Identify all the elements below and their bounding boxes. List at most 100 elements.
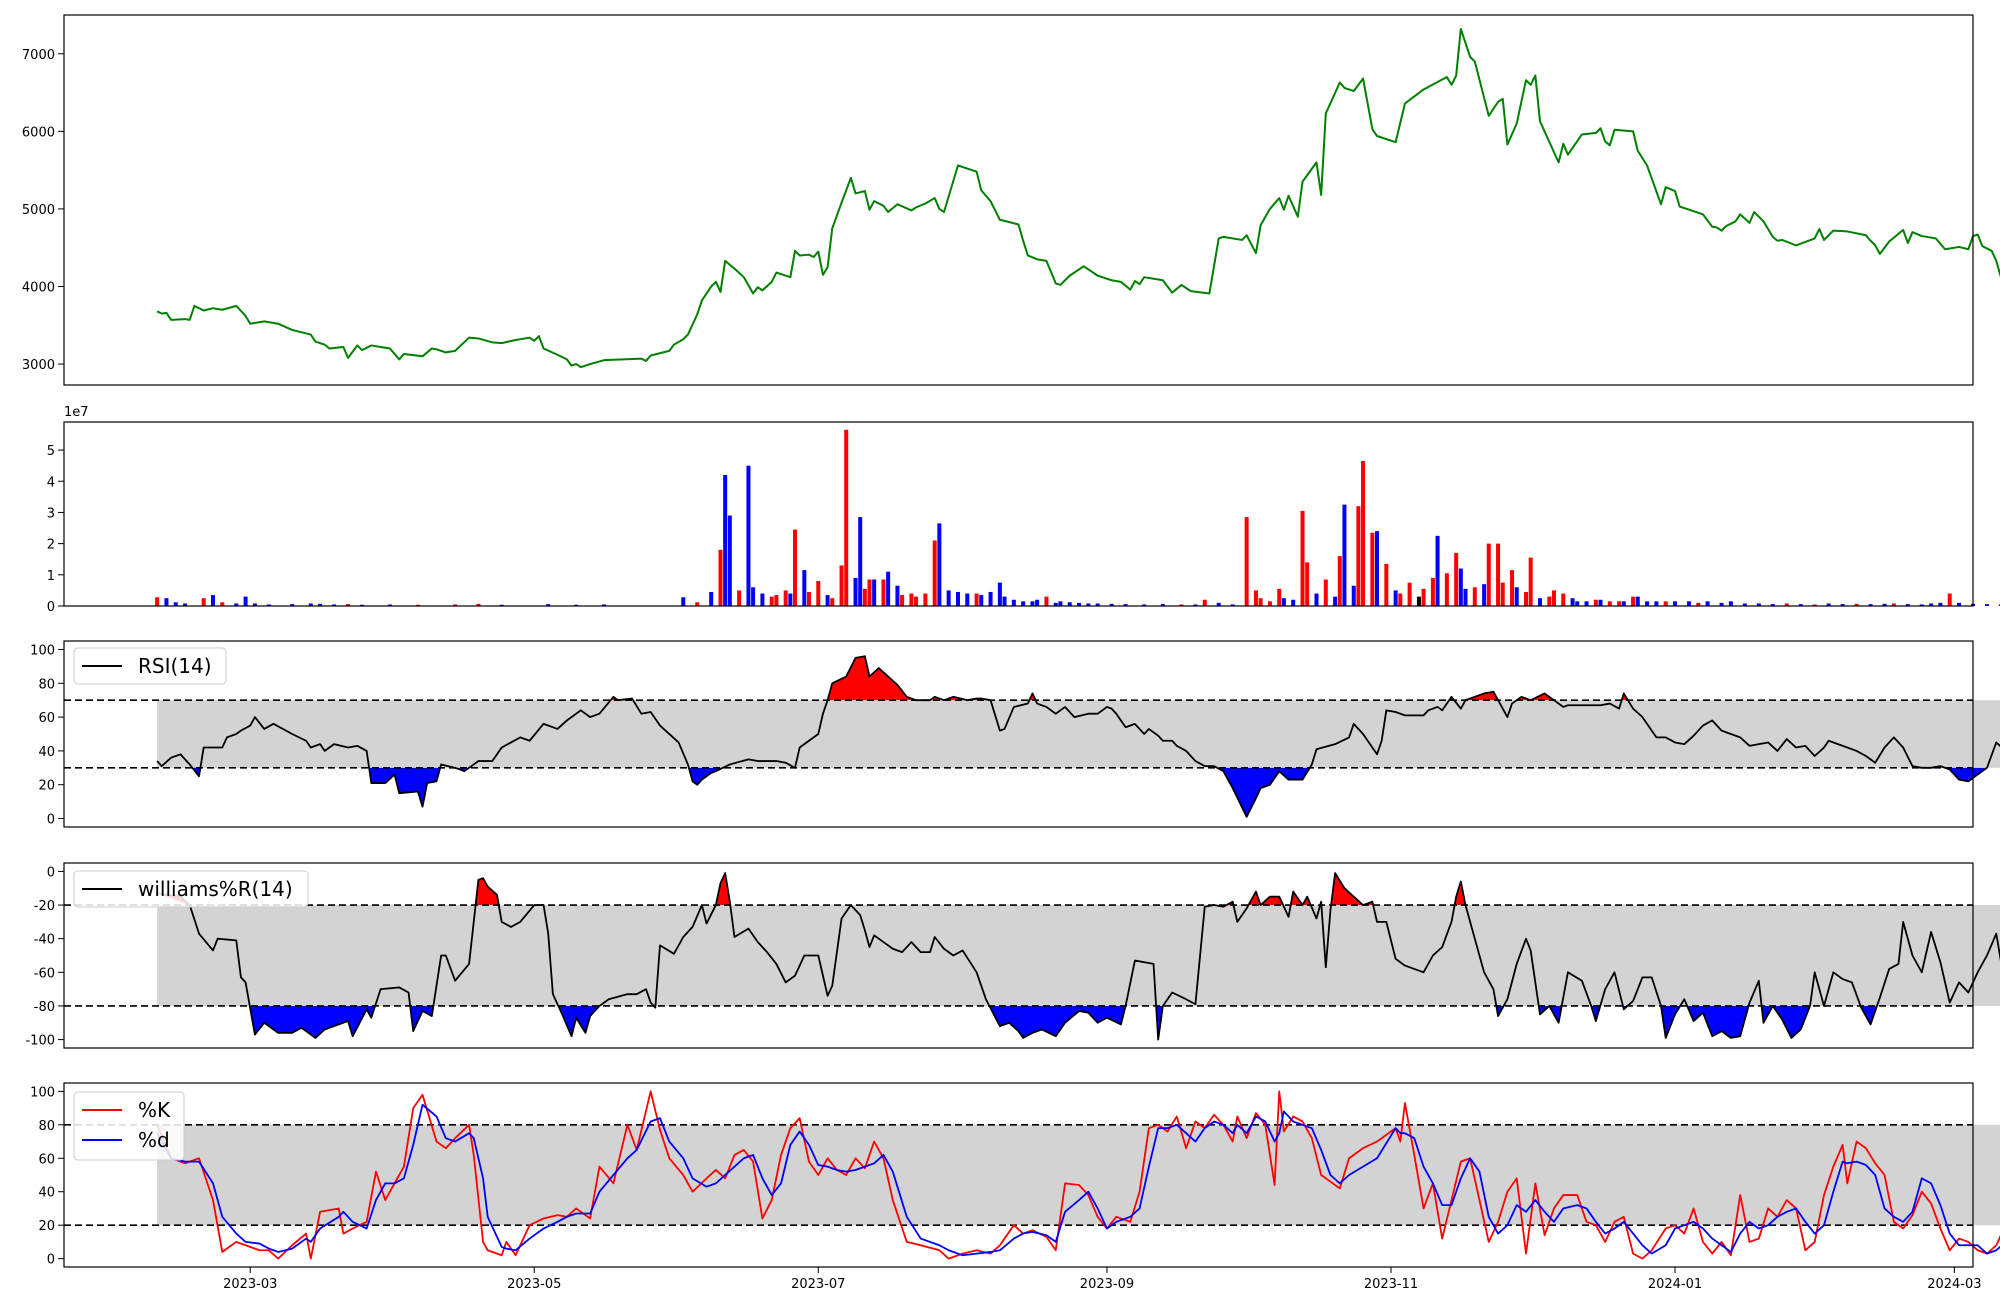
volume-bar — [1253, 590, 1258, 606]
volume-bar — [1058, 601, 1063, 606]
volume-bar — [1984, 604, 1989, 606]
volume-bar — [453, 604, 458, 606]
volume-bar — [1179, 604, 1184, 606]
price-ytick-label: 7000 — [22, 48, 55, 63]
volume-bar — [1407, 582, 1412, 606]
volume-bar — [1472, 587, 1477, 606]
volume-bar — [1160, 604, 1165, 606]
volume-bar — [155, 597, 160, 606]
date-xtick-label: 2023-11 — [1364, 1277, 1418, 1292]
volume-bar — [1631, 596, 1636, 606]
volume-bar — [1095, 603, 1100, 606]
volume-bar — [1547, 596, 1552, 606]
volume-bar — [723, 475, 728, 606]
stochastic-ytick-label: 40 — [38, 1186, 55, 1201]
williams-ytick-label: -100 — [25, 1034, 55, 1049]
volume-bar — [844, 429, 849, 606]
volume-bar — [1482, 584, 1487, 606]
rsi-panel: 0 20 40 60 80 100 — [30, 640, 2000, 828]
rsi-ytick-label: 80 — [38, 677, 55, 692]
volume-bar — [746, 465, 751, 606]
volume-bar — [769, 596, 774, 606]
volume-bar — [914, 596, 919, 606]
price-ytick-label: 3000 — [22, 358, 55, 373]
volume-bar — [332, 604, 337, 606]
williams-overbought-fill — [1248, 891, 1261, 906]
volume-bar — [1957, 602, 1962, 606]
volume-bar — [1938, 602, 1943, 606]
volume-bar — [1826, 603, 1831, 606]
volume-bar — [1244, 517, 1249, 606]
volume-bar — [1291, 599, 1296, 606]
volume-bar — [1361, 460, 1366, 606]
volume-bar — [825, 595, 830, 606]
volume-bar — [965, 593, 970, 606]
williams-legend-label: williams%R(14) — [138, 877, 293, 901]
volume-bar — [1444, 573, 1449, 606]
williams-oversold-fill — [1772, 1005, 1811, 1038]
percent-k-line — [156, 1090, 2000, 1260]
volume-bar — [1342, 504, 1347, 606]
volume-bar — [1002, 596, 1007, 606]
rsi-legend: RSI(14) — [73, 647, 227, 685]
williams-ytick-label: -60 — [34, 966, 55, 981]
volume-bar — [900, 595, 905, 606]
volume-bar — [1607, 601, 1612, 606]
price-ytick-label: 5000 — [22, 203, 55, 218]
volume-bar — [1584, 601, 1589, 606]
rsi-ytick-label: 60 — [38, 711, 55, 726]
volume-bar — [415, 604, 420, 606]
rsi-oversold-fill — [1217, 767, 1310, 817]
volume-bar — [946, 590, 951, 606]
volume-panel: 0 1 2 3 4 5 — [47, 421, 2000, 615]
volume-bar — [1621, 601, 1626, 606]
volume-bar — [1528, 557, 1533, 606]
volume-bar — [1077, 602, 1082, 606]
volume-bar — [387, 604, 392, 606]
volume-bar — [1840, 604, 1845, 606]
volume-bar — [988, 591, 993, 606]
volume-bar — [974, 593, 979, 606]
williams-panel: 0 -20 -40 -60 -80 -100 — [25, 862, 2000, 1049]
rsi-legend-frame — [73, 647, 227, 685]
volume-axes-frame — [63, 421, 1974, 607]
rsi-oversold-fill — [369, 767, 441, 807]
volume-bar — [1314, 593, 1319, 606]
stochastic-ytick-label: 100 — [30, 1085, 55, 1100]
rsi-overbought-fill — [827, 656, 917, 701]
williams-neutral-band — [157, 905, 2000, 1006]
williams-oversold-fill — [989, 1005, 1126, 1038]
volume-bar — [1654, 601, 1659, 606]
volume-bar — [1370, 532, 1375, 606]
rsi-overbought-fill — [1530, 693, 1554, 701]
price-ytick-label: 6000 — [22, 125, 55, 140]
volume-bar — [476, 603, 481, 606]
percent-k-legend-label: %K — [138, 1098, 171, 1122]
volume-bar — [737, 590, 742, 606]
williams-ytick-label: 0 — [47, 865, 55, 880]
williams-oversold-fill — [1687, 1005, 1749, 1038]
rsi-legend-label: RSI(14) — [138, 654, 212, 678]
volume-bar — [1561, 593, 1566, 606]
volume-bar — [979, 595, 984, 606]
volume-bar — [1854, 603, 1859, 606]
volume-bar — [1593, 599, 1598, 606]
volume-bar — [1575, 601, 1580, 606]
volume-bar — [783, 590, 788, 606]
volume-bar — [1109, 603, 1114, 606]
percent-d-line — [156, 1103, 2000, 1257]
volume-bar — [867, 579, 872, 606]
price-line — [156, 27, 2000, 369]
volume-bar — [1053, 602, 1058, 606]
volume-bar — [1598, 599, 1603, 606]
volume-bar — [1570, 598, 1575, 606]
williams-oversold-fill — [1860, 1005, 1877, 1025]
volume-bar — [1905, 604, 1910, 606]
williams-legend-frame — [73, 870, 309, 908]
volume-ytick-label: 2 — [47, 538, 55, 553]
volume-bar — [1696, 602, 1701, 606]
volume-bar — [1524, 591, 1529, 606]
volume-bar — [751, 587, 756, 606]
volume-bar — [1067, 602, 1072, 606]
